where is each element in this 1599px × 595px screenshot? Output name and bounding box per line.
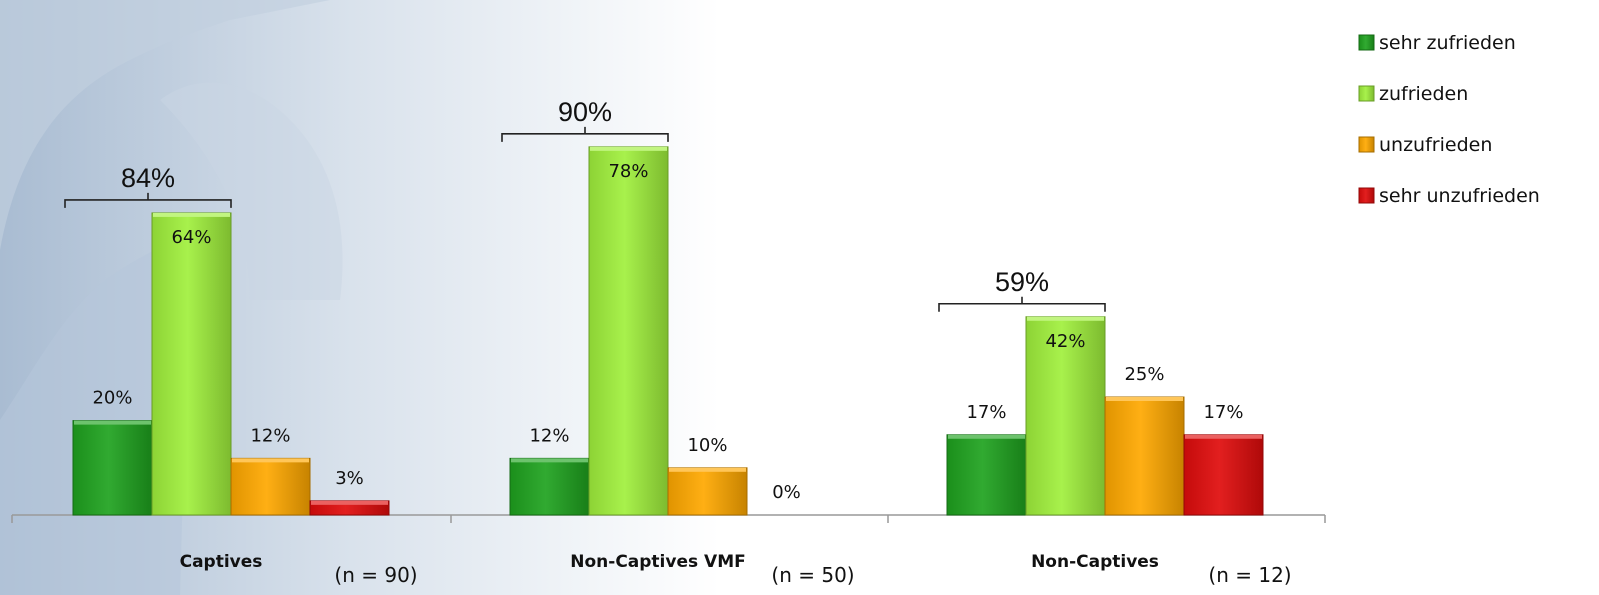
legend-swatch [1358, 136, 1375, 153]
data-label: 0% [772, 482, 801, 503]
data-label: 25% [1124, 364, 1164, 385]
legend-label: unzufrieden [1379, 134, 1492, 156]
total-label: 84% [121, 163, 175, 193]
data-label: 3% [335, 468, 364, 489]
data-label: 12% [250, 425, 290, 446]
total-bracket [501, 126, 669, 142]
bar-highlight [153, 212, 230, 217]
legend-entry: unzufrieden [1358, 134, 1492, 156]
data-label: 17% [966, 402, 1006, 423]
sample-size-label: (n = 90) [334, 563, 417, 587]
bar-highlight [1185, 434, 1262, 439]
legend-swatch [1358, 34, 1375, 51]
bar [667, 467, 748, 516]
total-bracket [938, 296, 1106, 312]
category-label: Captives [180, 552, 263, 572]
bar [151, 212, 232, 516]
legend-label: sehr unzufrieden [1379, 185, 1540, 207]
bar-highlight [232, 458, 309, 463]
total-label: 59% [995, 267, 1049, 297]
bar-highlight [590, 146, 667, 151]
data-label: 12% [529, 425, 569, 446]
legend-entry: zufrieden [1358, 83, 1468, 105]
legend-swatch [1358, 85, 1375, 102]
sample-size-label: (n = 12) [1208, 563, 1291, 587]
total-bracket [64, 192, 232, 208]
sample-size-label: (n = 50) [771, 563, 854, 587]
bar-highlight [74, 420, 151, 425]
data-labels: 20% 64% 12% 3% 12% 78% 10% 0% 17% 42% 25% 17% [92, 161, 1243, 503]
bar [509, 457, 590, 516]
data-label: 20% [92, 388, 132, 409]
total-brackets: 84% 90% 59% [64, 97, 1106, 312]
total-label: 90% [558, 97, 612, 127]
bar [1183, 434, 1264, 516]
bar [1104, 396, 1185, 516]
bar-highlight [1027, 316, 1104, 321]
bar-highlight [511, 458, 588, 463]
bar [946, 434, 1027, 516]
bar [230, 457, 311, 516]
legend-swatch [1358, 187, 1375, 204]
bar-highlight [1106, 397, 1183, 401]
data-label: 64% [171, 227, 211, 248]
legend: sehr zufrieden zufrieden unzufrieden sehr u… [1358, 32, 1540, 207]
data-label: 42% [1045, 331, 1085, 352]
data-label: 78% [608, 161, 648, 182]
legend-entry: sehr unzufrieden [1358, 185, 1540, 207]
legend-label: zufrieden [1379, 83, 1468, 105]
legend-entry: sehr zufrieden [1358, 32, 1516, 54]
bar [588, 146, 669, 516]
category-label: Non-Captives VMF [570, 552, 745, 572]
category-labels: Captives (n = 90) Non-Captives VMF (n = 50)… [180, 552, 1292, 587]
category-label: Non-Captives [1031, 552, 1159, 572]
data-label: 10% [687, 435, 727, 456]
bar-highlight [311, 500, 388, 505]
bar-highlight [669, 467, 746, 472]
bar [72, 420, 153, 516]
bar-highlight [948, 434, 1025, 439]
data-label: 17% [1203, 402, 1243, 423]
bars [72, 146, 1264, 516]
legend-label: sehr zufrieden [1379, 32, 1516, 54]
